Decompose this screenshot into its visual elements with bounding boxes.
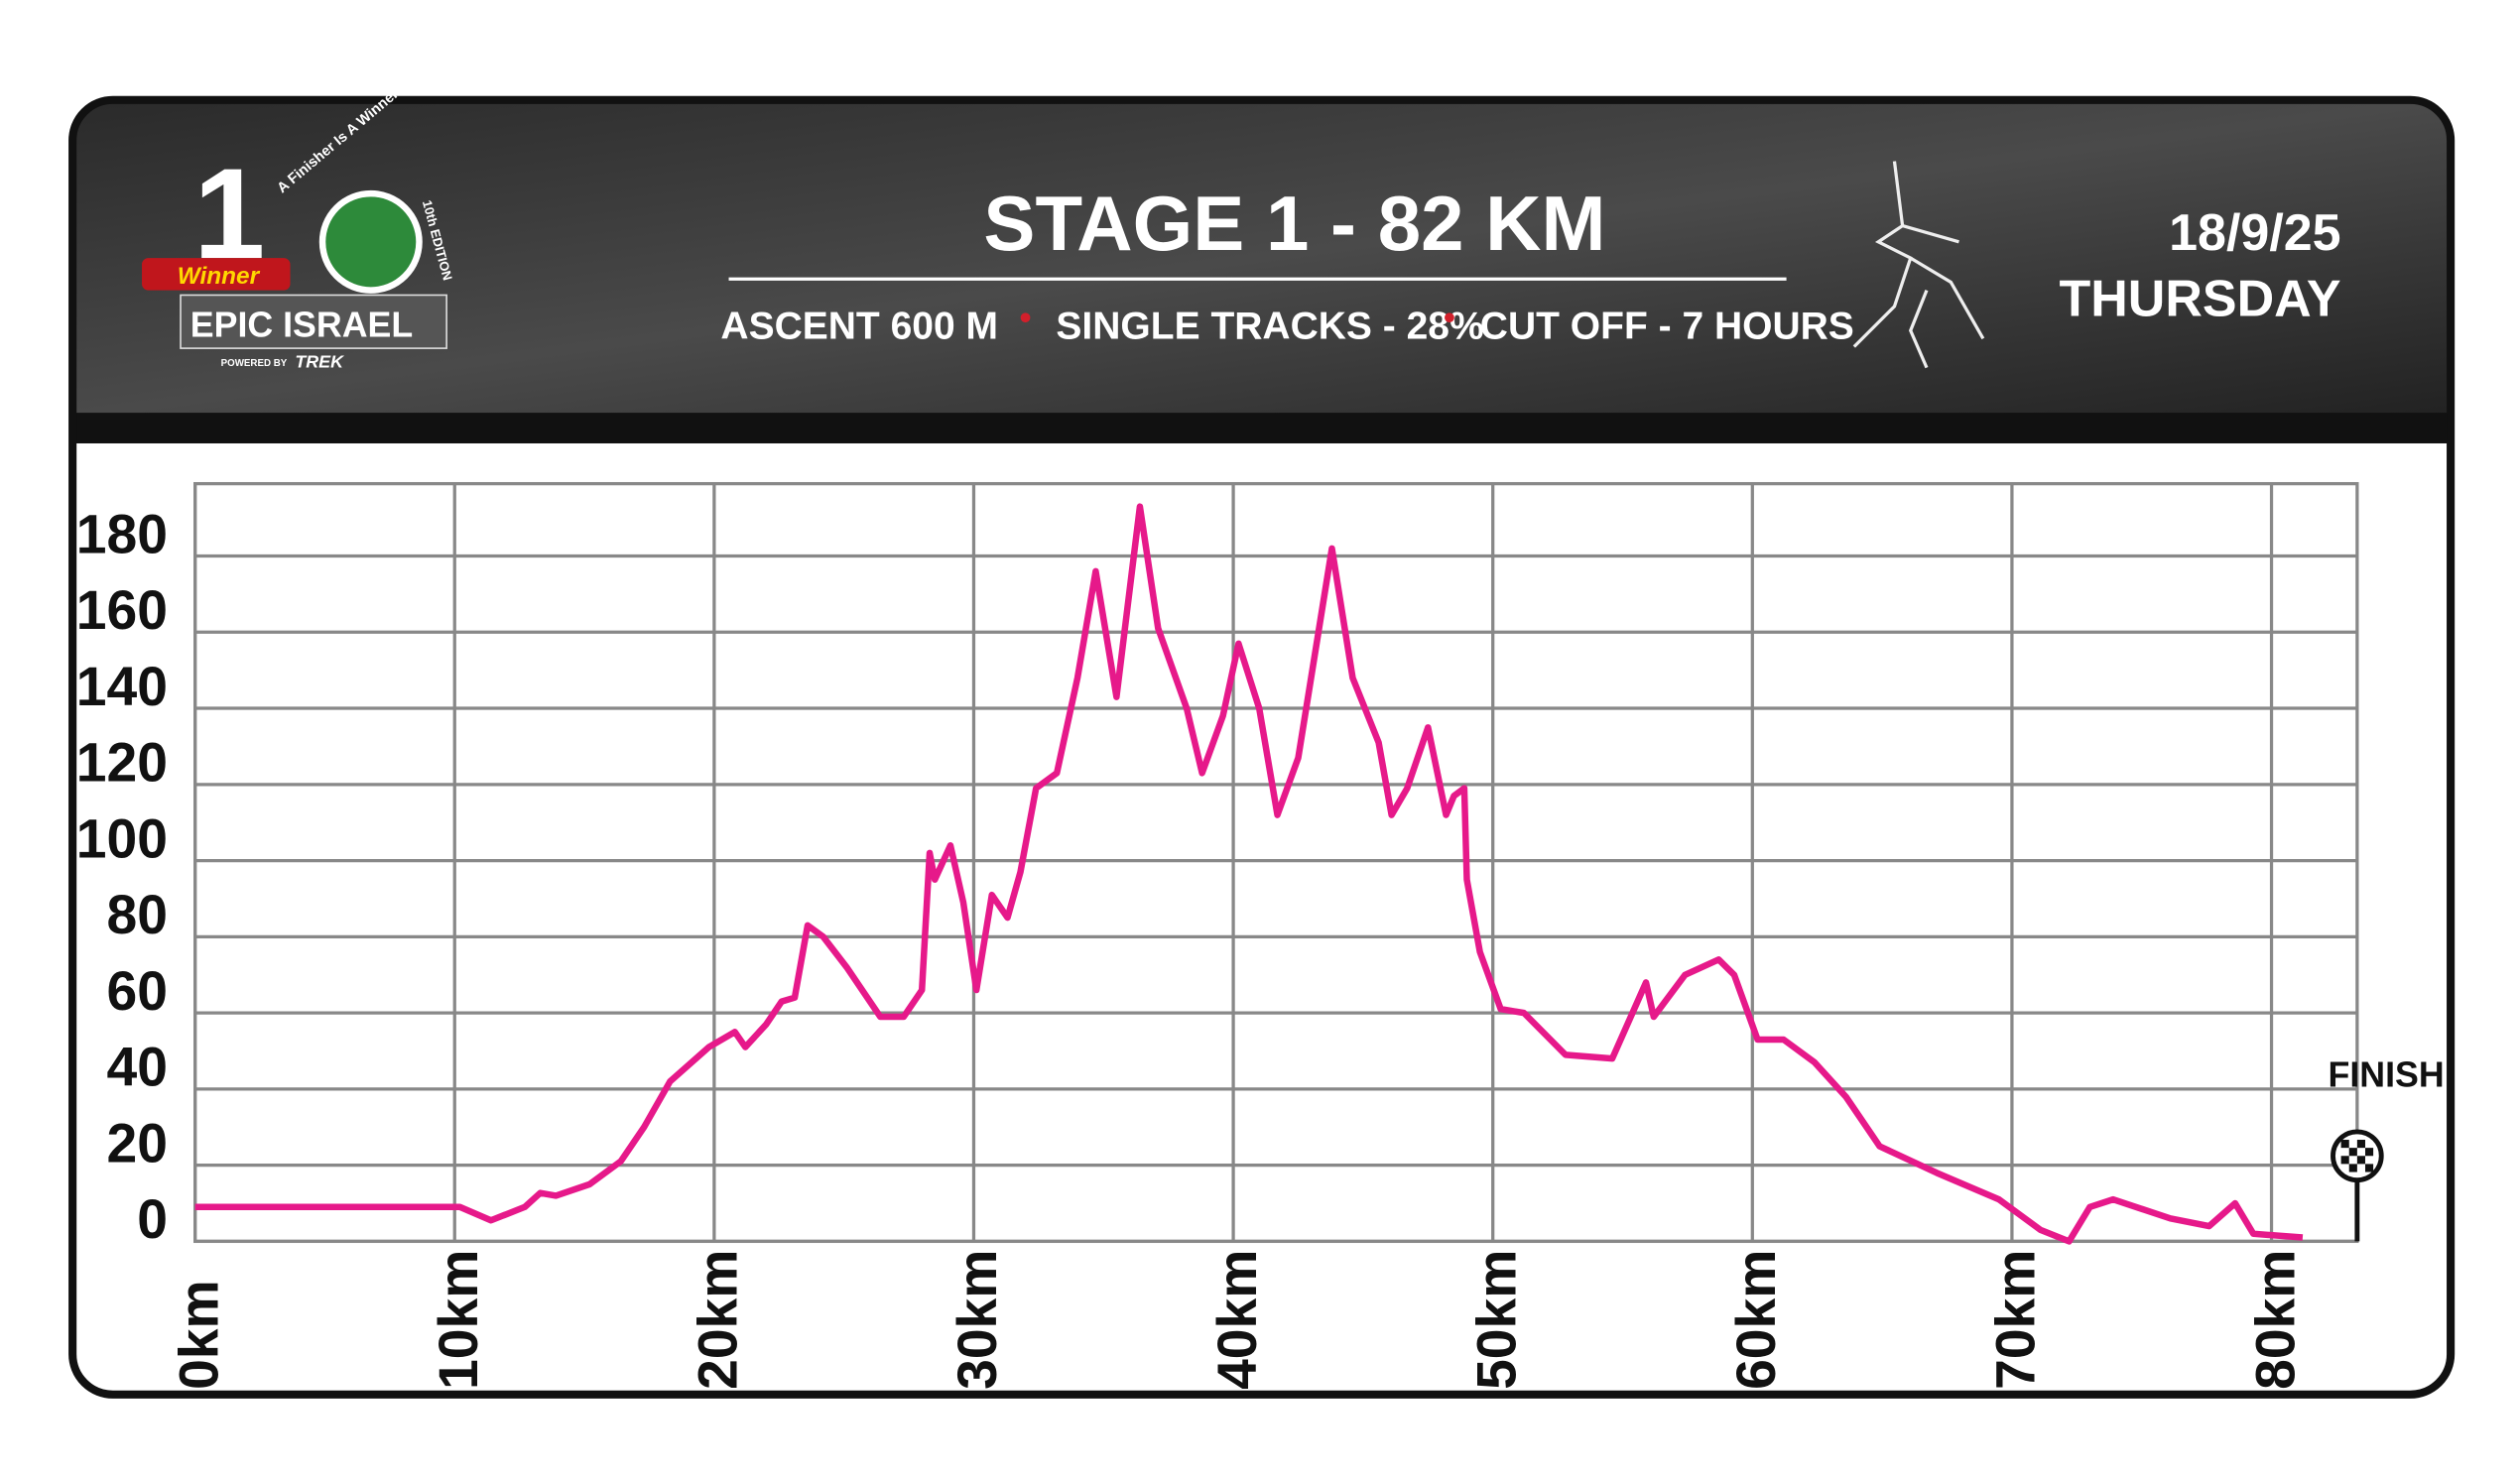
day: THURSDAY xyxy=(2059,271,2340,328)
x-tick-label: 30km xyxy=(946,1250,1008,1390)
x-tick-label: 70km xyxy=(1985,1250,2047,1390)
finish-check xyxy=(2340,1140,2349,1149)
x-tick-label: 20km xyxy=(688,1250,749,1390)
logo-sponsor: Winner xyxy=(178,263,261,290)
logo-name: EPIC ISRAEL xyxy=(190,306,413,345)
finish-check xyxy=(2364,1148,2374,1157)
stat-dot xyxy=(1020,312,1031,323)
x-tick-label: 40km xyxy=(1206,1250,1268,1390)
logo-brand: TREK xyxy=(295,352,344,372)
date: 18/9/25 xyxy=(2169,204,2341,262)
logo-sponsor-bg xyxy=(142,258,291,291)
stat-ascent: ASCENT 600 M xyxy=(720,305,998,347)
y-tick-label: 160 xyxy=(76,579,168,641)
lightning-icon xyxy=(1852,161,1985,369)
finish-label: FINISH xyxy=(2329,1054,2445,1094)
finish-check xyxy=(2356,1140,2365,1149)
x-tick-label: 10km xyxy=(428,1250,489,1390)
header-bg xyxy=(72,99,2452,417)
stat-dot xyxy=(1445,312,1454,323)
finish-check xyxy=(2364,1164,2374,1172)
x-tick-label: 0km xyxy=(168,1280,229,1390)
frame xyxy=(68,95,2456,1399)
x-tick-label: 50km xyxy=(1465,1250,1527,1390)
y-tick-label: 0 xyxy=(137,1188,168,1250)
y-tick-label: 40 xyxy=(107,1037,168,1098)
stat-single-tracks: SINGLE TRACKS - 28% xyxy=(1056,305,1483,347)
finish-check xyxy=(2340,1156,2349,1165)
plot: 0 20 40 60 80 100 120 140 160 180 0km 10km 20km 30km 4… xyxy=(76,481,2445,1390)
y-tick-label: 120 xyxy=(76,732,168,794)
finish-check xyxy=(2348,1148,2357,1157)
y-tick-label: 80 xyxy=(107,884,168,945)
chart-title: STAGE 1 - 82 KM xyxy=(983,180,1605,267)
header-band xyxy=(72,413,2452,443)
logo-powered: POWERED BY xyxy=(221,358,288,369)
finish-check xyxy=(2356,1156,2365,1165)
y-tick-label: 60 xyxy=(107,960,168,1022)
y-tick-label: 140 xyxy=(76,656,168,717)
stat-cutoff: CUT OFF - 7 HOURS xyxy=(1480,305,1854,347)
logo-name-bg xyxy=(180,294,447,349)
finish-check xyxy=(2348,1164,2357,1172)
y-tick-label: 100 xyxy=(76,807,168,869)
y-tick-label: 20 xyxy=(107,1112,168,1173)
y-tick-label: 180 xyxy=(76,503,168,564)
x-tick-label: 80km xyxy=(2244,1250,2306,1390)
x-tick-label: 60km xyxy=(1725,1250,1787,1390)
logo-circle xyxy=(318,189,423,294)
elevation-line xyxy=(194,503,2304,1245)
